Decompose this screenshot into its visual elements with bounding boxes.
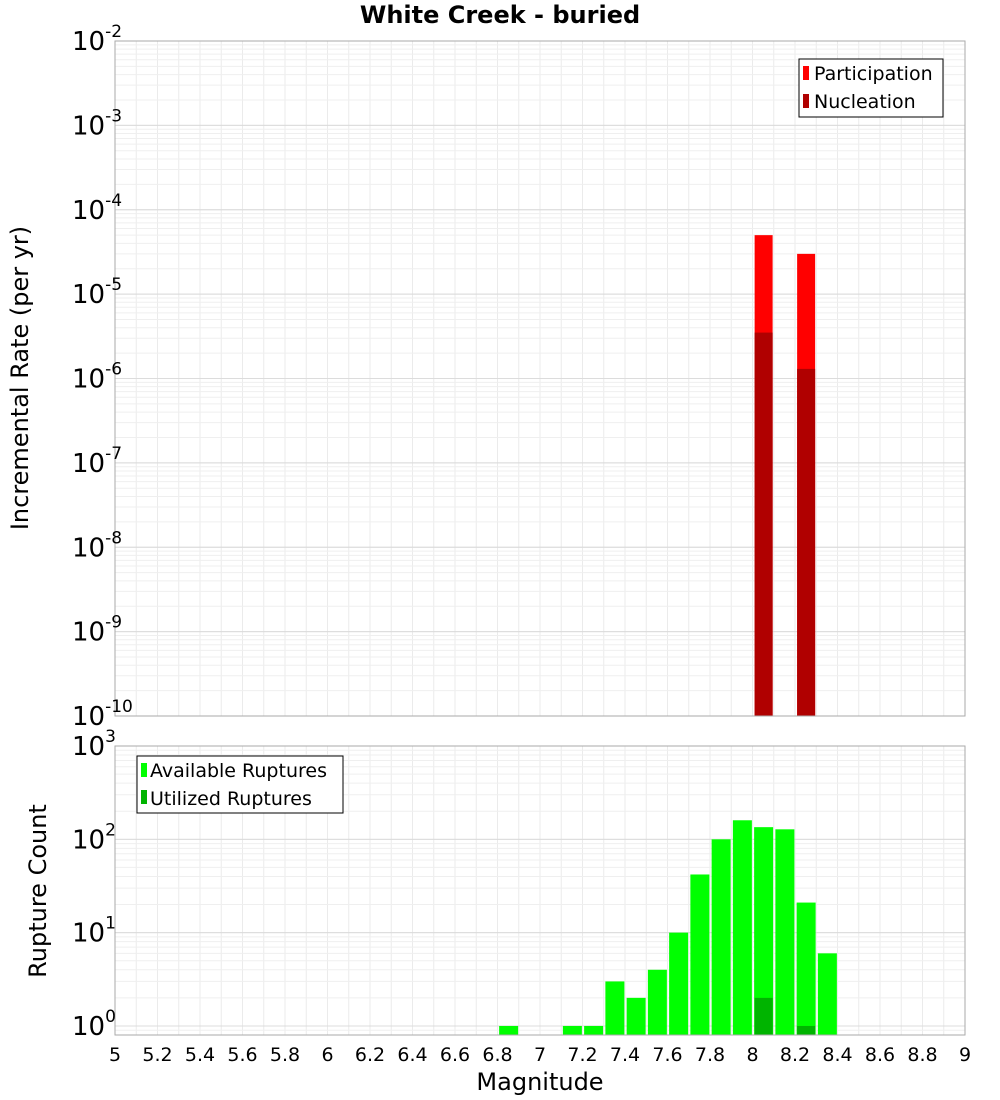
x-tick-label: 7: [534, 1044, 546, 1066]
count-bar-0-3: [605, 981, 625, 1035]
legend-swatch-nucleation: [803, 94, 809, 108]
x-tick-label: 8.4: [822, 1044, 852, 1066]
top-y-tick-label: 10-9: [72, 613, 122, 648]
bottom-y-axis-label: Rupture Count: [24, 804, 52, 978]
x-tick-label: 8.8: [907, 1044, 937, 1066]
legend-swatch-available: [141, 763, 147, 777]
count-bar-0-13: [817, 953, 837, 1035]
top-legend-box: [798, 58, 944, 118]
legend-label-available: Available Ruptures: [150, 760, 327, 782]
x-tick-label: 6.6: [440, 1044, 470, 1066]
count-bar-0-9: [732, 820, 752, 1035]
count-bar-0-4: [626, 997, 646, 1035]
legend-swatch-utilized: [141, 790, 147, 804]
count-bar-0-7: [690, 874, 710, 1035]
count-bar-0-8: [711, 839, 731, 1035]
x-tick-label: 5: [109, 1044, 121, 1066]
x-tick-label: 6: [321, 1044, 333, 1066]
bottom-gridlines: [114, 745, 966, 1036]
x-tick-label: 8.2: [780, 1044, 810, 1066]
count-bar-0-5: [647, 969, 667, 1035]
top-y-axis-label: Incremental Rate (per yr): [6, 226, 34, 530]
top-y-tick-label: 10-4: [72, 191, 122, 226]
top-y-tick-label: 10-10: [72, 697, 133, 732]
bottom-y-tick-label: 101: [72, 914, 116, 949]
top-y-tick-label: 10-3: [72, 106, 122, 141]
legend-swatch-participation: [803, 66, 809, 80]
x-tick-labels: 5 5.2 5.4 5.6 5.8 6 6.2 6.4 6.6 6.8 7 7.2 7.4 7.6 7.8 8…: [109, 1044, 971, 1066]
count-bar-1-1: [797, 1025, 816, 1035]
bottom-y-tick-label: 102: [72, 820, 116, 855]
count-bar-0-2: [584, 1025, 604, 1035]
bottom-y-tick-label: 100: [72, 1007, 116, 1042]
x-tick-label: 7.6: [652, 1044, 682, 1066]
x-tick-label: 6.4: [397, 1044, 427, 1066]
count-bar-0-0: [499, 1025, 519, 1035]
x-tick-label: 6.2: [355, 1044, 385, 1066]
count-bar-0-1: [562, 1025, 582, 1035]
top-legend: Participation Nucleation: [798, 58, 944, 118]
bottom-plot-border: [114, 745, 966, 1036]
x-tick-label: 5.8: [270, 1044, 300, 1066]
x-axis-label: Magnitude: [476, 1068, 603, 1096]
count-bar-1-0: [754, 997, 773, 1035]
rate-bar-1-0: [754, 332, 773, 716]
x-tick-label: 8.6: [865, 1044, 895, 1066]
bottom-legend-box: [136, 755, 344, 814]
x-tick-label: 5.6: [227, 1044, 257, 1066]
x-tick-label: 7.8: [695, 1044, 725, 1066]
x-tick-label: 5.2: [142, 1044, 172, 1066]
count-bar-0-11: [775, 829, 795, 1035]
rate-bar-1-1: [797, 368, 816, 716]
top-bars: [754, 235, 816, 716]
chart-title: White Creek - buried: [360, 1, 640, 29]
bottom-legend: Available Ruptures Utilized Ruptures: [136, 755, 344, 814]
legend-label-nucleation: Nucleation: [814, 91, 916, 113]
x-tick-label: 9: [959, 1044, 971, 1066]
bottom-y-tick-labels: 100 101 102 103: [72, 727, 116, 1042]
x-tick-label: 8: [746, 1044, 758, 1066]
count-bar-0-12: [796, 902, 816, 1035]
x-tick-label: 5.4: [185, 1044, 215, 1066]
count-bar-0-6: [669, 932, 689, 1035]
top-gridlines: [114, 40, 966, 717]
legend-label-utilized: Utilized Ruptures: [150, 788, 312, 810]
x-tick-label: 6.8: [482, 1044, 512, 1066]
bottom-bars: [499, 820, 837, 1035]
count-bar-0-10: [754, 827, 774, 1035]
x-tick-label: 7.2: [567, 1044, 597, 1066]
top-plot-border: [114, 40, 966, 717]
bottom-y-tick-label: 103: [72, 727, 116, 762]
legend-label-participation: Participation: [814, 63, 933, 85]
x-tick-label: 7.4: [610, 1044, 640, 1066]
